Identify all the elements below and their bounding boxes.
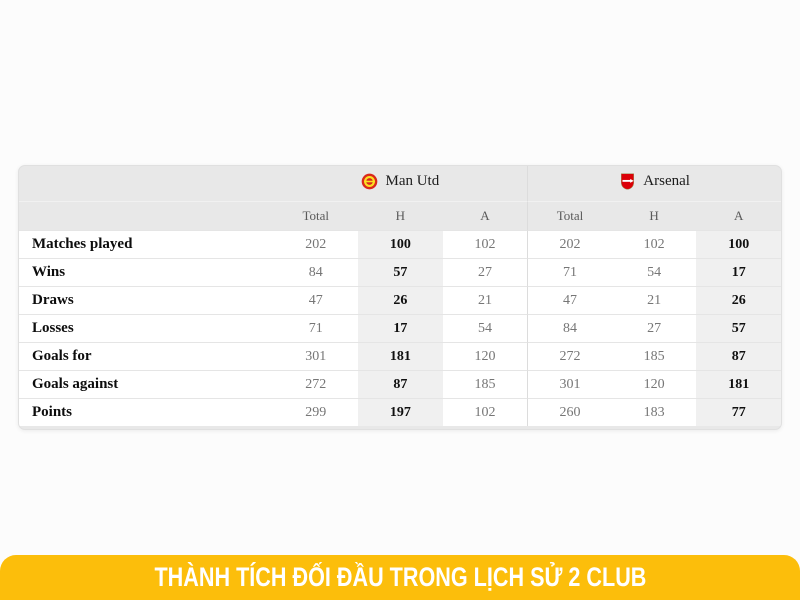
team-name: Arsenal	[643, 172, 690, 189]
stats-table: Man Utd Arsenal Total	[19, 166, 781, 426]
col-header-total: Total	[302, 208, 330, 223]
empty-corner-cell	[19, 166, 274, 202]
table-row: Losses 71 17 54 84 27 57	[19, 314, 781, 342]
row-label: Goals for	[19, 342, 274, 370]
stat-value: 185	[611, 342, 697, 370]
row-label: Points	[19, 398, 274, 426]
head-to-head-stats-card: Man Utd Arsenal Total	[18, 165, 782, 430]
arsenal-crest-icon	[621, 173, 635, 189]
stat-value: 120	[442, 342, 528, 370]
column-header-row: Total H A Total H A	[19, 202, 781, 230]
table-row: Goals for 301 181 120 272 185 87	[19, 342, 781, 370]
stat-value: 100	[696, 230, 781, 258]
table-body: Matches played 202 100 102 202 102 100 Wins 84 57…	[19, 230, 781, 426]
stat-value: 202	[273, 230, 359, 258]
stat-value: 57	[696, 314, 781, 342]
stat-value: 260	[527, 398, 612, 426]
stat-value: 272	[527, 342, 612, 370]
stat-value: 102	[442, 230, 528, 258]
col-header-total: Total	[527, 202, 612, 230]
man-utd-crest-icon	[362, 173, 378, 189]
stat-value: 84	[527, 314, 612, 342]
stat-value: 17	[358, 314, 443, 342]
stat-value: 102	[611, 230, 697, 258]
stat-value: 120	[611, 370, 697, 398]
row-label: Losses	[19, 314, 274, 342]
stat-value: 299	[273, 398, 359, 426]
stat-value: 183	[611, 398, 697, 426]
stat-value: 26	[358, 286, 443, 314]
col-header-away: A	[734, 208, 744, 223]
table-row: Goals against 272 87 185 301 120 181	[19, 370, 781, 398]
caption-text: THÀNH TÍCH ĐỐI ĐẦU TRONG LỊCH SỬ 2 CLUB	[154, 562, 646, 592]
stat-value: 71	[273, 314, 359, 342]
stat-value: 77	[696, 398, 781, 426]
stat-value: 17	[696, 258, 781, 286]
col-header-home: H	[395, 208, 406, 223]
stat-value: 54	[611, 258, 697, 286]
team-header-row: Man Utd Arsenal	[19, 166, 781, 202]
stat-value: 102	[442, 398, 528, 426]
stat-value: 71	[527, 258, 612, 286]
stat-value: 87	[696, 342, 781, 370]
caption-banner: THÀNH TÍCH ĐỐI ĐẦU TRONG LỊCH SỬ 2 CLUB	[0, 555, 800, 600]
stat-value: 27	[442, 258, 528, 286]
col-header-away: A	[480, 208, 490, 223]
team-header-arsenal: Arsenal	[527, 166, 781, 202]
stat-value: 47	[527, 286, 612, 314]
team-name: Man Utd	[385, 172, 440, 189]
stat-value: 21	[611, 286, 697, 314]
table-row: Matches played 202 100 102 202 102 100	[19, 230, 781, 258]
table-row: Wins 84 57 27 71 54 17	[19, 258, 781, 286]
row-label: Matches played	[19, 230, 274, 258]
stat-value: 84	[273, 258, 359, 286]
stat-value: 181	[696, 370, 781, 398]
row-label: Goals against	[19, 370, 274, 398]
stat-value: 47	[273, 286, 359, 314]
col-header-home: H	[649, 208, 659, 223]
stat-value: 87	[358, 370, 443, 398]
stat-value: 27	[611, 314, 697, 342]
table-row: Points 299 197 102 260 183 77	[19, 398, 781, 426]
stat-value: 185	[442, 370, 528, 398]
stat-value: 181	[358, 342, 443, 370]
stat-value: 100	[358, 230, 443, 258]
stat-value: 26	[696, 286, 781, 314]
stat-value: 21	[442, 286, 528, 314]
empty-corner-cell	[19, 202, 274, 230]
stat-value: 57	[358, 258, 443, 286]
stat-value: 301	[273, 342, 359, 370]
row-label: Draws	[19, 286, 274, 314]
table-row: Draws 47 26 21 47 21 26	[19, 286, 781, 314]
team-header-man-utd: Man Utd	[273, 166, 528, 202]
stat-value: 272	[273, 370, 359, 398]
row-label: Wins	[19, 258, 274, 286]
stat-value: 301	[527, 370, 612, 398]
stat-value: 54	[442, 314, 528, 342]
stat-value: 197	[358, 398, 443, 426]
stat-value: 202	[527, 230, 612, 258]
